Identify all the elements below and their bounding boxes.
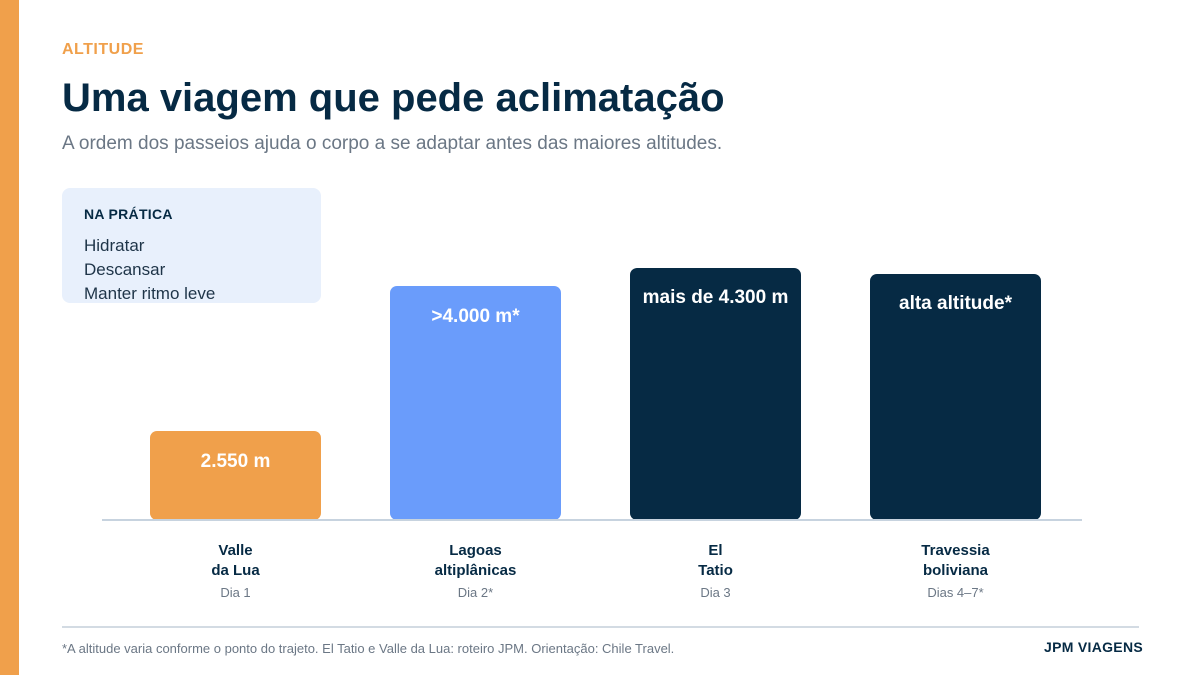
footnote: *A altitude varia conforme o ponto do tr… <box>62 641 675 656</box>
bar-1: 2.550 m <box>150 431 321 520</box>
x-category-label: Valle da Lua <box>150 541 321 581</box>
x-day-label: Dias 4–7* <box>927 585 984 600</box>
x-category-label: Travessia boliviana <box>870 541 1041 581</box>
bar-2: >4.000 m* <box>390 286 561 520</box>
x-category-line: altiplânicas <box>434 562 517 579</box>
bar-value-label: >4.000 m* <box>431 306 520 327</box>
bar-value-label: alta altitude* <box>899 293 1012 314</box>
x-category-line: El <box>708 542 723 559</box>
bar-3: mais de 4.300 m <box>630 268 801 520</box>
tip-box-title: NA PRÁTICA <box>84 206 173 222</box>
page-title: Uma viagem que pede aclimatação <box>62 76 725 120</box>
tip-item-rest: Descansar <box>84 260 166 279</box>
x-category-line: Tatio <box>698 562 733 579</box>
tip-box: NA PRÁTICA Hidratar Descansar Manter rit… <box>62 188 321 303</box>
chart-baseline <box>102 519 1082 521</box>
x-category-line: da Lua <box>211 562 260 579</box>
x-day-label: Dia 2* <box>457 585 494 600</box>
x-category-line: Valle <box>218 542 253 559</box>
page-subtitle: A ordem dos passeios ajuda o corpo a se … <box>62 133 723 154</box>
x-category-label: Lagoas altiplânicas <box>390 541 561 581</box>
brand-logo-text: JPM VIAGENS <box>1044 639 1143 655</box>
x-category-line: boliviana <box>922 562 989 579</box>
x-category-line: Travessia <box>921 542 990 559</box>
x-category-label: El Tatio <box>630 541 801 581</box>
x-day-label: Dia 1 <box>220 585 251 600</box>
tip-item-hydrate: Hidratar <box>84 236 145 255</box>
x-category-line: Lagoas <box>449 542 502 559</box>
bar-value-label: 2.550 m <box>200 451 271 472</box>
bar-value-label: mais de 4.300 m <box>642 287 789 308</box>
tip-item-pace: Manter ritmo leve <box>84 284 216 303</box>
x-day-label: Dia 3 <box>700 585 731 600</box>
left-accent-bar <box>0 0 19 675</box>
bar-4: alta altitude* <box>870 274 1041 520</box>
footer-divider <box>62 626 1139 628</box>
eyebrow-label: ALTITUDE <box>62 41 144 58</box>
